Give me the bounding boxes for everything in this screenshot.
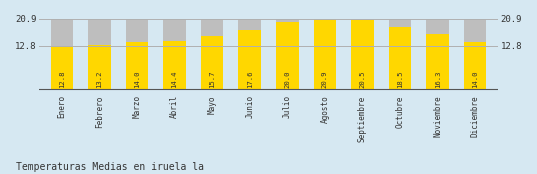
Text: 13.2: 13.2	[97, 70, 103, 88]
Bar	[238, 19, 261, 89]
Text: 20.5: 20.5	[359, 70, 366, 88]
Bar	[126, 42, 148, 89]
Text: 16.3: 16.3	[434, 70, 440, 88]
Text: 20.9: 20.9	[322, 70, 328, 88]
Bar	[201, 19, 223, 89]
Text: 18.5: 18.5	[397, 70, 403, 88]
Bar	[88, 19, 111, 89]
Bar	[88, 45, 111, 89]
Bar	[50, 46, 73, 89]
Bar	[163, 41, 186, 89]
Text: 17.6: 17.6	[246, 70, 253, 88]
Bar	[314, 19, 336, 89]
Text: 15.7: 15.7	[209, 70, 215, 88]
Bar	[351, 19, 374, 89]
Text: Temperaturas Medias en iruela la: Temperaturas Medias en iruela la	[16, 162, 204, 172]
Bar	[126, 19, 148, 89]
Bar	[50, 19, 73, 89]
Bar	[389, 27, 411, 89]
Bar	[163, 19, 186, 89]
Text: 14.4: 14.4	[171, 70, 178, 88]
Bar	[351, 20, 374, 89]
Bar	[464, 19, 487, 89]
Bar	[276, 19, 299, 89]
Bar	[426, 19, 449, 89]
Text: 14.0: 14.0	[134, 70, 140, 88]
Bar	[201, 36, 223, 89]
Bar	[426, 34, 449, 89]
Text: 14.0: 14.0	[472, 70, 478, 88]
Text: 20.0: 20.0	[284, 70, 291, 88]
Bar	[464, 42, 487, 89]
Bar	[276, 22, 299, 89]
Bar	[314, 19, 336, 89]
Bar	[238, 30, 261, 89]
Text: 12.8: 12.8	[59, 70, 65, 88]
Bar	[389, 19, 411, 89]
